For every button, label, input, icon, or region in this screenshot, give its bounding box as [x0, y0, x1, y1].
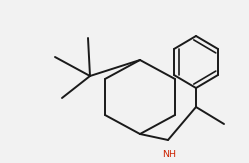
Text: NH: NH [162, 150, 176, 159]
